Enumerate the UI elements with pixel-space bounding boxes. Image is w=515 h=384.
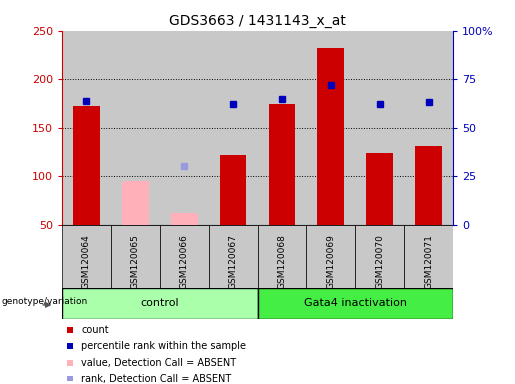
- FancyBboxPatch shape: [209, 225, 258, 288]
- FancyBboxPatch shape: [111, 225, 160, 288]
- FancyBboxPatch shape: [62, 225, 111, 288]
- Bar: [219, 155, 247, 225]
- Bar: [258, 31, 306, 225]
- Text: GSM120064: GSM120064: [82, 234, 91, 289]
- Text: GSM120071: GSM120071: [424, 234, 433, 289]
- Bar: [268, 104, 296, 225]
- Bar: [366, 153, 393, 225]
- Bar: [404, 31, 453, 225]
- Bar: [73, 106, 100, 225]
- FancyBboxPatch shape: [258, 225, 306, 288]
- Bar: [317, 48, 345, 225]
- Text: GSM120067: GSM120067: [229, 234, 237, 289]
- Bar: [160, 31, 209, 225]
- FancyBboxPatch shape: [306, 225, 355, 288]
- Bar: [415, 146, 442, 225]
- Text: value, Detection Call = ABSENT: value, Detection Call = ABSENT: [81, 358, 236, 368]
- Bar: [62, 31, 111, 225]
- FancyBboxPatch shape: [160, 225, 209, 288]
- Text: GSM120065: GSM120065: [131, 234, 140, 289]
- FancyBboxPatch shape: [62, 288, 258, 319]
- Text: GSM120066: GSM120066: [180, 234, 188, 289]
- Text: GSM120069: GSM120069: [327, 234, 335, 289]
- Bar: [306, 31, 355, 225]
- Text: control: control: [140, 298, 179, 308]
- Bar: [355, 31, 404, 225]
- Bar: [170, 213, 198, 225]
- Text: genotype/variation: genotype/variation: [1, 297, 88, 306]
- Text: rank, Detection Call = ABSENT: rank, Detection Call = ABSENT: [81, 374, 232, 384]
- Text: percentile rank within the sample: percentile rank within the sample: [81, 341, 246, 351]
- FancyBboxPatch shape: [355, 225, 404, 288]
- Bar: [111, 31, 160, 225]
- FancyBboxPatch shape: [404, 225, 453, 288]
- Text: Gata4 inactivation: Gata4 inactivation: [304, 298, 407, 308]
- Bar: [209, 31, 258, 225]
- Bar: [122, 181, 149, 225]
- Text: count: count: [81, 325, 109, 335]
- Title: GDS3663 / 1431143_x_at: GDS3663 / 1431143_x_at: [169, 14, 346, 28]
- Text: GSM120068: GSM120068: [278, 234, 286, 289]
- Text: GSM120070: GSM120070: [375, 234, 384, 289]
- FancyBboxPatch shape: [258, 288, 453, 319]
